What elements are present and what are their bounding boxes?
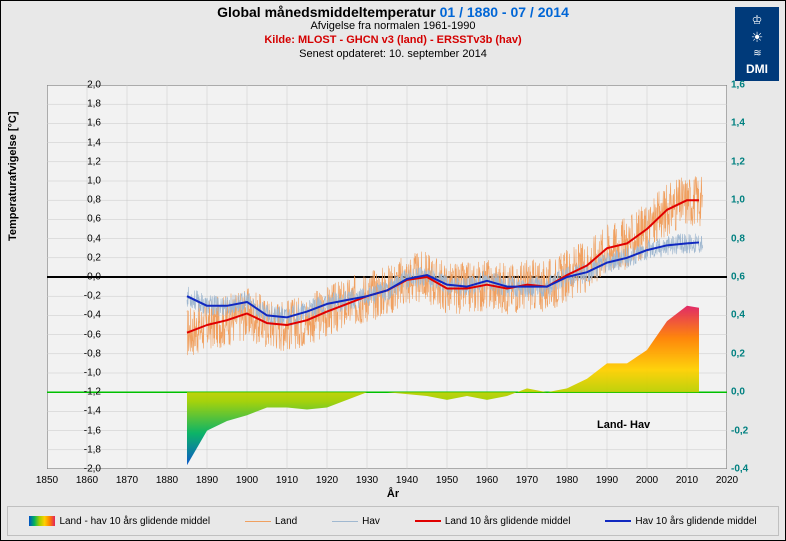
- y-axis-label: Temperaturafvigelse [°C]: [7, 111, 19, 241]
- ytick-left: 0,4: [61, 233, 101, 244]
- ytick-right: 1,4: [731, 118, 771, 129]
- xtick: 1880: [156, 475, 178, 486]
- ytick-left: -0,2: [61, 291, 101, 302]
- logo-text: DMI: [746, 62, 768, 76]
- legend-swatch-line: [605, 520, 631, 522]
- legend-item: Land - hav 10 års glidende middel: [29, 516, 210, 527]
- xtick: 1850: [36, 475, 58, 486]
- title-range: 01 / 1880 - 07 / 2014: [440, 4, 569, 20]
- title-block: Global månedsmiddeltemperatur 01 / 1880 …: [1, 1, 785, 61]
- xtick: 1980: [556, 475, 578, 486]
- xtick: 1950: [436, 475, 458, 486]
- legend-label: Land: [275, 516, 297, 527]
- ytick-left: -1,0: [61, 368, 101, 379]
- ytick-right: 1,0: [731, 195, 771, 206]
- xtick: 1960: [476, 475, 498, 486]
- xtick: 1920: [316, 475, 338, 486]
- xtick: 1930: [356, 475, 378, 486]
- legend-label: Land - hav 10 års glidende middel: [59, 516, 210, 527]
- ytick-left: 0,2: [61, 252, 101, 263]
- chart-frame: ♔ ☀ ≋ DMI Global månedsmiddeltemperatur …: [0, 0, 786, 541]
- ytick-right: 0,6: [731, 272, 771, 283]
- legend-swatch-line: [332, 521, 358, 522]
- ytick-left: 1,8: [61, 99, 101, 110]
- ytick-left: 0,0: [61, 272, 101, 283]
- ytick-right: 0,4: [731, 310, 771, 321]
- legend-label: Hav: [362, 516, 380, 527]
- legend-swatch-line: [415, 520, 441, 522]
- xtick: 2020: [716, 475, 738, 486]
- xtick: 1940: [396, 475, 418, 486]
- ytick-right: 0,8: [731, 233, 771, 244]
- ytick-left: 1,6: [61, 118, 101, 129]
- legend-item: Land 10 års glidende middel: [415, 516, 571, 527]
- legend-swatch-line: [245, 521, 271, 522]
- ytick-left: -1,8: [61, 444, 101, 455]
- ytick-right: 1,2: [731, 156, 771, 167]
- title-updated: Senest opdateret: 10. september 2014: [1, 47, 785, 61]
- legend: Land - hav 10 års glidende middel Land Hav…: [7, 506, 779, 536]
- legend-swatch-gradient: [29, 516, 55, 526]
- weather-icon: ☀: [751, 29, 764, 46]
- diff-label: Land- Hav: [597, 419, 650, 431]
- ytick-left: 0,8: [61, 195, 101, 206]
- ytick-right: 0,0: [731, 387, 771, 398]
- ytick-left: -0,6: [61, 329, 101, 340]
- legend-label: Land 10 års glidende middel: [445, 516, 571, 527]
- ytick-right: -0,2: [731, 425, 771, 436]
- ytick-left: -1,2: [61, 387, 101, 398]
- ytick-left: 1,4: [61, 137, 101, 148]
- ytick-left: -0,8: [61, 348, 101, 359]
- xtick: 1970: [516, 475, 538, 486]
- xtick: 1890: [196, 475, 218, 486]
- xtick: 2010: [676, 475, 698, 486]
- ytick-left: -0,4: [61, 310, 101, 321]
- ytick-left: -1,4: [61, 406, 101, 417]
- title-sub1: Afvigelse fra normalen 1961-1990: [1, 19, 785, 33]
- legend-item: Hav 10 års glidende middel: [605, 516, 756, 527]
- ytick-left: -1,6: [61, 425, 101, 436]
- xtick: 1860: [76, 475, 98, 486]
- x-axis-label: År: [1, 488, 785, 500]
- dmi-logo: ♔ ☀ ≋ DMI: [735, 7, 779, 81]
- ytick-left: 1,2: [61, 156, 101, 167]
- crown-icon: ♔: [752, 13, 763, 27]
- ytick-right: 1,6: [731, 80, 771, 91]
- title-source: Kilde: MLOST - GHCN v3 (land) - ERSSTv3b…: [1, 33, 785, 47]
- wave-icon: ≋: [753, 48, 760, 59]
- title-text: Global månedsmiddeltemperatur: [217, 4, 436, 20]
- xtick: 1870: [116, 475, 138, 486]
- plot-svg: [47, 85, 727, 469]
- plot-area: [47, 85, 727, 469]
- xtick: 2000: [636, 475, 658, 486]
- legend-item: Hav: [332, 516, 380, 527]
- ytick-left: 0,6: [61, 214, 101, 225]
- legend-label: Hav 10 års glidende middel: [635, 516, 756, 527]
- xtick: 1910: [276, 475, 298, 486]
- ytick-left: 1,0: [61, 176, 101, 187]
- ytick-left: 2,0: [61, 80, 101, 91]
- legend-item: Land: [245, 516, 297, 527]
- xtick: 1900: [236, 475, 258, 486]
- ytick-right: 0,2: [731, 348, 771, 359]
- ytick-right: -0,4: [731, 464, 771, 475]
- title-main: Global månedsmiddeltemperatur 01 / 1880 …: [1, 5, 785, 19]
- xtick: 1990: [596, 475, 618, 486]
- ytick-left: -2,0: [61, 464, 101, 475]
